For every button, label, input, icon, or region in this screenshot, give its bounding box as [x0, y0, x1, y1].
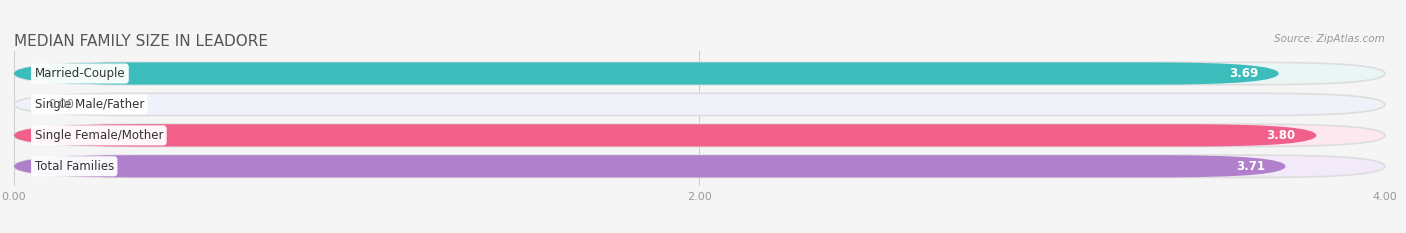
FancyBboxPatch shape [14, 93, 1385, 116]
Text: Total Families: Total Families [35, 160, 114, 173]
FancyBboxPatch shape [14, 155, 1285, 178]
Text: Source: ZipAtlas.com: Source: ZipAtlas.com [1274, 34, 1385, 44]
Text: Married-Couple: Married-Couple [35, 67, 125, 80]
FancyBboxPatch shape [14, 62, 1385, 85]
FancyBboxPatch shape [14, 124, 1385, 147]
FancyBboxPatch shape [14, 124, 1316, 147]
FancyBboxPatch shape [14, 62, 1278, 85]
Text: Single Female/Mother: Single Female/Mother [35, 129, 163, 142]
Text: 0.00: 0.00 [48, 98, 75, 111]
Text: 3.71: 3.71 [1236, 160, 1265, 173]
FancyBboxPatch shape [14, 155, 1385, 178]
Text: MEDIAN FAMILY SIZE IN LEADORE: MEDIAN FAMILY SIZE IN LEADORE [14, 34, 269, 49]
Text: 3.69: 3.69 [1229, 67, 1258, 80]
Text: 3.80: 3.80 [1267, 129, 1296, 142]
Text: Single Male/Father: Single Male/Father [35, 98, 143, 111]
